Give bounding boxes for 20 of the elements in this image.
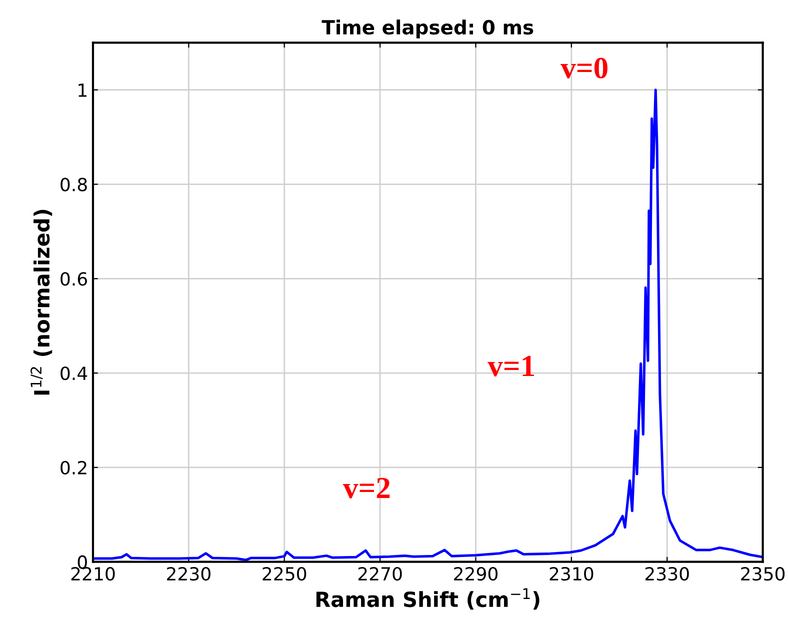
x-tick-label: 2230 xyxy=(167,567,210,581)
x-axis-title: Raman Shift (cm$^{−1}$) xyxy=(316,588,540,610)
y-axis-title: I$^{1/2}$ (normalized) xyxy=(30,210,52,395)
y-tick-label: 0 xyxy=(78,555,87,569)
x-tick-label: 2350 xyxy=(741,567,785,581)
x-tick-label: 2330 xyxy=(645,567,689,581)
x-tick-label: 2250 xyxy=(262,567,306,581)
x-tick-label: 2270 xyxy=(358,567,402,581)
y-tick-label: 0.8 xyxy=(60,178,87,192)
chart-title: Time elapsed: 0 ms xyxy=(322,20,534,38)
y-tick-label: 1 xyxy=(78,84,86,97)
x-tick-label: 2290 xyxy=(454,567,498,581)
y-tick-label: 0.2 xyxy=(60,460,86,475)
annotation: v=0 xyxy=(560,58,608,78)
x-tick-label: 2310 xyxy=(550,567,594,581)
y-tick-label: 0.6 xyxy=(60,272,87,286)
annotation: v=2 xyxy=(342,478,390,498)
annotation: v=1 xyxy=(488,356,534,376)
y-tick-label: 0.4 xyxy=(60,366,88,380)
x-tick-label: 2210 xyxy=(71,567,115,581)
